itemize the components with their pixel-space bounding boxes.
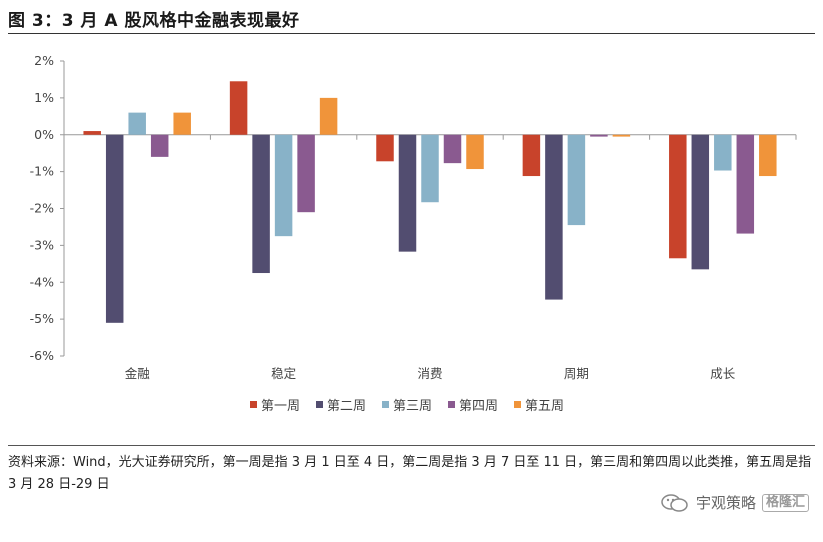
- wechat-icon: [661, 493, 688, 512]
- figure-title: 图 3：3 月 A 股风格中金融表现最好: [8, 11, 300, 31]
- watermark-text: 宇观策略: [695, 494, 756, 512]
- bar-chart: 2%1%0%-1%-2%-3%-4%-5%-6% 金融 稳定 消费 周期 成长 第一周第…: [30, 53, 797, 414]
- bar: [229, 81, 248, 135]
- legend-swatch: [250, 401, 257, 408]
- bar: [714, 134, 732, 171]
- legend: 第一周 第二周 第三周 第四周 第五周: [250, 399, 564, 414]
- legend-swatch: [448, 401, 455, 408]
- bar-group: [83, 81, 777, 323]
- y-tick-label: 1%: [34, 90, 54, 105]
- x-tick-label: 周期: [564, 366, 589, 381]
- bar: [545, 134, 563, 300]
- bar: [466, 134, 484, 170]
- bar: [252, 134, 270, 274]
- legend-swatch: [316, 401, 323, 408]
- bar: [590, 134, 608, 137]
- legend-label: 第二周: [327, 399, 366, 414]
- bar: [612, 134, 631, 137]
- y-tick-label: -2%: [30, 201, 54, 216]
- bar: [83, 131, 101, 135]
- bar: [522, 134, 541, 177]
- bar: [443, 134, 462, 164]
- y-tick-label: -5%: [30, 311, 54, 326]
- bar: [376, 134, 394, 162]
- source-note: 资料来源：Wind，光大证券研究所，第一周是指 3 月 1 日至 4 日，第二周…: [8, 455, 812, 492]
- bar: [319, 97, 338, 135]
- legend-swatch: [382, 401, 389, 408]
- title-rule: [8, 33, 815, 34]
- bar: [736, 134, 755, 234]
- bar: [150, 134, 169, 157]
- legend-swatch: [514, 401, 521, 408]
- y-axis: 2% 1% 0% -1% -2% -3% -4% -5% -6%: [30, 53, 65, 363]
- legend-label: 第五周: [525, 399, 564, 414]
- x-tick-label: 金融: [125, 366, 151, 381]
- y-tick-label: -3%: [30, 237, 54, 252]
- y-tick-label: -1%: [30, 164, 54, 179]
- bar: [128, 112, 146, 135]
- x-tick-label: 成长: [710, 366, 736, 381]
- bar: [567, 134, 586, 226]
- y-tick-label: -4%: [30, 274, 54, 289]
- watermark-logo: 格隆汇: [761, 493, 809, 512]
- y-tick-label: 2%: [34, 53, 54, 68]
- bar: [297, 134, 315, 213]
- legend-label: 第四周: [459, 399, 498, 414]
- bar: [105, 134, 124, 323]
- y-tick-label: -6%: [30, 348, 54, 363]
- bar: [759, 134, 777, 177]
- x-tick-label: 消费: [417, 366, 442, 381]
- bar: [691, 134, 710, 270]
- legend-label: 第三周: [393, 399, 432, 414]
- legend-label: 第一周: [261, 399, 300, 414]
- bar: [173, 112, 191, 135]
- bar: [398, 134, 417, 252]
- bar: [421, 134, 439, 203]
- x-tick-label: 稳定: [271, 366, 296, 381]
- bar: [669, 134, 687, 259]
- watermark: 宇观策略 格隆汇: [660, 492, 809, 513]
- source-rule: [8, 445, 815, 446]
- y-tick-label: 0%: [34, 127, 54, 142]
- bar: [274, 134, 293, 237]
